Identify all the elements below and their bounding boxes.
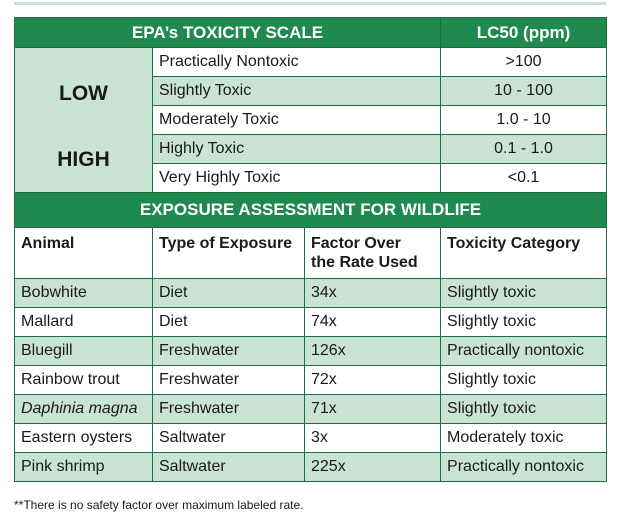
scale-row-value: 10 - 100 [440,76,608,106]
factor-cell: 3x [303,423,442,453]
scale-row-label: Very Highly Toxic [151,163,442,193]
scale-row-label: Slightly Toxic [151,76,442,106]
scale-title: EPA’s TOXICITY SCALE [13,17,442,48]
type-cell: Saltwater [152,452,305,482]
animal-cell: Bobwhite [14,278,153,308]
toxicity-table: EPA’s TOXICITY SCALE LC50 (ppm) LOW HIGH… [13,17,608,482]
factor-cell: 71x [303,394,442,424]
scale-row: Slightly Toxic 10 - 100 [15,76,608,106]
scale-header-row: EPA’s TOXICITY SCALE LC50 (ppm) [13,17,608,48]
category-cell: Slightly toxic [440,278,608,308]
scale-row-value: 1.0 - 10 [440,105,608,135]
type-cell: Diet [152,278,305,308]
table-row: Bluegill Freshwater 126x Practically non… [14,336,608,366]
animal-cell: Mallard [14,307,153,337]
category-cell: Moderately toxic [440,423,608,453]
scale-row-label: Highly Toxic [151,134,442,164]
factor-cell: 74x [303,307,442,337]
animal-cell: Pink shrimp [14,452,153,482]
exposure-column-headers: Animal Type of Exposure Factor Over the R… [14,227,608,279]
factor-column-header: Factor Over the Rate Used [303,227,442,279]
factor-header-line2: the Rate Used [311,254,418,271]
scale-row-value: 0.1 - 1.0 [440,134,608,164]
factor-cell: 225x [303,452,442,482]
type-column-header: Type of Exposure [152,227,305,279]
scale-low-high-cell: LOW HIGH [14,47,153,193]
animal-cell: Rainbow trout [14,365,153,395]
factor-header-line1: Factor Over [311,235,401,252]
animal-cell: Bluegill [14,336,153,366]
type-cell: Saltwater [152,423,305,453]
scale-row-value: >100 [440,47,608,77]
scale-row: Highly Toxic 0.1 - 1.0 [15,134,608,164]
factor-cell: 126x [303,336,442,366]
factor-cell: 34x [303,278,442,308]
factor-cell: 72x [303,365,442,395]
scale-row: Very Highly Toxic <0.1 [15,163,608,193]
scale-row-label: Moderately Toxic [151,105,442,135]
footnote: **There is no safety factor over maximum… [14,498,304,512]
animal-cell: Eastern oysters [14,423,153,453]
category-cell: Slightly toxic [440,307,608,337]
category-cell: Slightly toxic [440,365,608,395]
animal-cell: Daphinia magna [14,394,153,424]
type-cell: Diet [152,307,305,337]
category-column-header: Toxicity Category [440,227,608,279]
scale-row: LOW HIGH Practically Nontoxic >100 [14,47,608,193]
exposure-header-row: EXPOSURE ASSESSMENT FOR WILDLIFE [13,192,608,228]
top-border-line [14,2,606,5]
lc50-header: LC50 (ppm) [440,17,608,48]
type-cell: Freshwater [152,365,305,395]
table-row: Bobwhite Diet 34x Slightly toxic [14,278,608,308]
scale-row-value: <0.1 [440,163,608,193]
type-cell: Freshwater [152,394,305,424]
high-label: HIGH [57,148,110,171]
category-cell: Practically nontoxic [440,336,608,366]
table-row: Mallard Diet 74x Slightly toxic [14,307,608,337]
table-row: Pink shrimp Saltwater 225x Practically n… [14,452,608,482]
exposure-title: EXPOSURE ASSESSMENT FOR WILDLIFE [13,192,608,228]
table-row: Rainbow trout Freshwater 72x Slightly to… [14,365,608,395]
table-row: Eastern oysters Saltwater 3x Moderately … [14,423,608,453]
table-row: Daphinia magna Freshwater 71x Slightly t… [14,394,608,424]
scale-row-label: Practically Nontoxic [151,47,442,77]
low-label: LOW [59,82,108,105]
category-cell: Practically nontoxic [440,452,608,482]
category-cell: Slightly toxic [440,394,608,424]
type-cell: Freshwater [152,336,305,366]
animal-column-header: Animal [14,227,153,279]
